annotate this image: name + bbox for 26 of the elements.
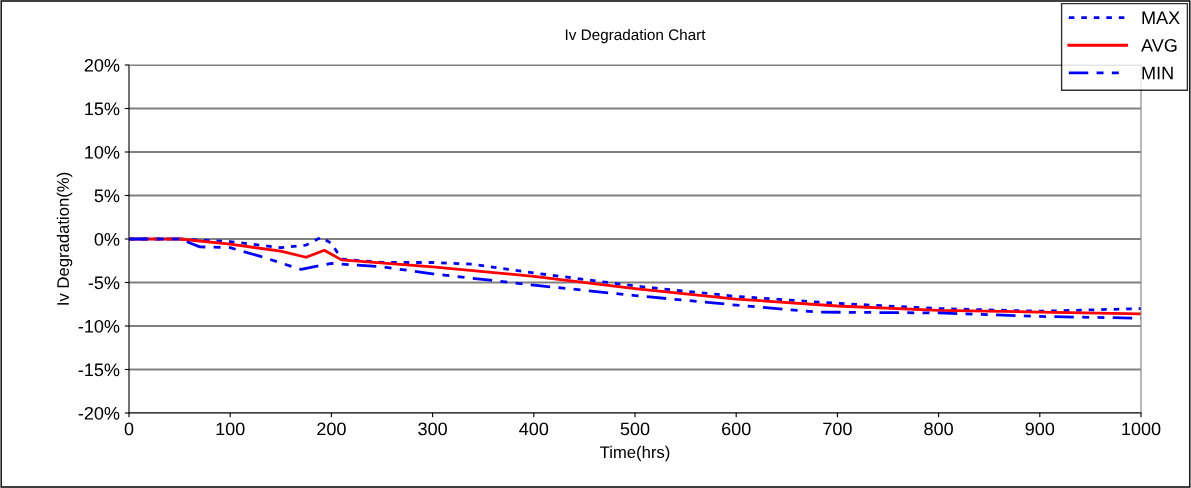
legend-label: MIN bbox=[1142, 66, 1173, 80]
x-axis-title: Time(hrs) bbox=[600, 445, 670, 462]
x-tick-label: 900 bbox=[1025, 422, 1055, 436]
x-tick-label: 500 bbox=[620, 422, 650, 436]
y-tick-label: 15% bbox=[85, 102, 120, 116]
legend-label: MAX bbox=[1142, 11, 1180, 24]
x-tick-label: 700 bbox=[823, 422, 852, 436]
legend-label: AVG bbox=[1141, 38, 1177, 52]
x-tick-label: 300 bbox=[418, 422, 447, 436]
y-tick-label: 10% bbox=[85, 145, 120, 159]
y-axis-title: Iv Degradation(%) bbox=[56, 172, 73, 305]
x-tick-label: 200 bbox=[317, 422, 346, 436]
x-tick-label: 0 bbox=[124, 422, 134, 436]
x-tick-label: 100 bbox=[216, 422, 245, 436]
y-tick-label: -5% bbox=[88, 276, 120, 290]
x-tick-label: 600 bbox=[722, 422, 751, 436]
x-tick-label: 1000 bbox=[1122, 422, 1161, 436]
x-tick-label: 400 bbox=[519, 422, 549, 436]
y-tick-label: -20% bbox=[78, 406, 120, 420]
y-tick-label: 0% bbox=[94, 232, 120, 246]
chart-title: Iv Degradation Chart bbox=[565, 28, 706, 44]
y-tick-label: 20% bbox=[84, 58, 120, 72]
y-tick-label: -15% bbox=[78, 363, 120, 377]
y-tick-label: -10% bbox=[78, 319, 120, 333]
x-tick-label: 800 bbox=[924, 422, 953, 436]
y-tick-label: 5% bbox=[94, 189, 120, 203]
